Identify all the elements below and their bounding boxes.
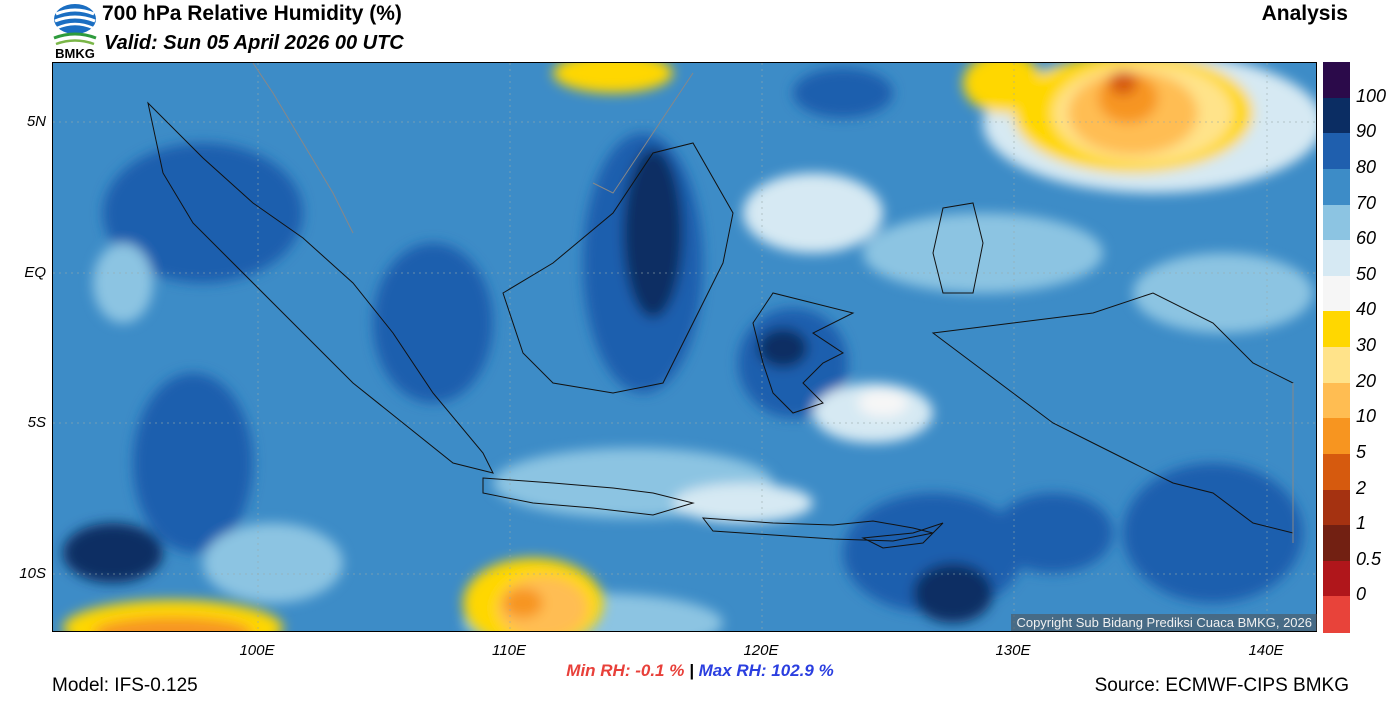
chart-title: 700 hPa Relative Humidity (%) <box>102 2 402 25</box>
colorbar-label: 70 <box>1356 192 1377 213</box>
colorbar-segment <box>1323 240 1350 277</box>
colorbar-segment <box>1323 168 1350 205</box>
colorbar-segment <box>1323 525 1350 562</box>
colorbar-segment <box>1323 560 1350 597</box>
model-label: Model: IFS-0.125 <box>52 675 198 696</box>
humidity-field <box>63 68 1313 631</box>
humidity-map <box>52 62 1317 632</box>
colorbar-label: 0 <box>1356 584 1367 605</box>
graticule <box>53 63 1316 631</box>
colorbar-label: 10 <box>1356 406 1377 427</box>
lon-label-140e: 140E <box>1248 642 1284 659</box>
colorbar-segment <box>1323 382 1350 419</box>
coastlines <box>147 101 1294 549</box>
colorbar-segment <box>1323 62 1350 99</box>
colorbar-segment <box>1323 311 1350 348</box>
max-rh: Max RH: 102.9 % <box>698 661 834 680</box>
colorbar-segment <box>1323 596 1350 633</box>
lon-label-100e: 100E <box>239 642 275 659</box>
bmkg-logo: BMKG <box>52 2 98 61</box>
colorbar-segment <box>1323 204 1350 241</box>
colorbar-label: 90 <box>1356 121 1377 142</box>
colorbar-label: 2 <box>1356 477 1367 498</box>
colorbar-label: 80 <box>1356 156 1377 177</box>
source-label: Source: ECMWF-CIPS BMKG <box>1094 675 1349 696</box>
lat-label-5s: 5S <box>27 414 46 431</box>
colorbar-label: 1 <box>1356 513 1367 534</box>
product-label: Analysis <box>1261 2 1348 25</box>
copyright-notice: Copyright Sub Bidang Prediksi Cuaca BMKG… <box>1011 614 1317 631</box>
logo-text: BMKG <box>55 46 95 61</box>
stats-separator: | <box>689 661 694 680</box>
colorbar-label: 40 <box>1356 299 1377 320</box>
colorbar-label: 5 <box>1356 441 1367 462</box>
lat-label-10s: 10S <box>19 565 46 582</box>
valid-time: Valid: Sun 05 April 2026 00 UTC <box>104 32 404 54</box>
colorbar-label: 0.5 <box>1356 548 1382 569</box>
colorbar-segment <box>1323 489 1350 526</box>
colorbar-label: 100 <box>1356 85 1387 106</box>
lon-label-110e: 110E <box>492 642 526 659</box>
colorbar-segment <box>1323 347 1350 384</box>
colorbar-segment <box>1323 275 1350 312</box>
dry-regions <box>63 63 1316 631</box>
colorbar-segment <box>1323 133 1350 170</box>
rh-stats: Min RH: -0.1 % | Max RH: 102.9 % <box>0 661 1400 681</box>
lat-label-eq: EQ <box>24 264 46 281</box>
colorbar-segment <box>1323 97 1350 134</box>
borders <box>252 63 1294 543</box>
lon-label-130e: 130E <box>995 642 1031 659</box>
colorbar <box>1323 62 1350 633</box>
colorbar-label: 50 <box>1356 263 1377 284</box>
colorbar-segment <box>1323 453 1350 490</box>
colorbar-label: 20 <box>1356 370 1377 391</box>
lat-label-5n: 5N <box>26 113 46 130</box>
min-rh: Min RH: -0.1 % <box>566 661 685 680</box>
colorbar-segment <box>1323 418 1350 455</box>
colorbar-label: 60 <box>1356 228 1377 249</box>
lon-label-120e: 120E <box>743 642 779 659</box>
colorbar-label: 30 <box>1356 335 1377 355</box>
